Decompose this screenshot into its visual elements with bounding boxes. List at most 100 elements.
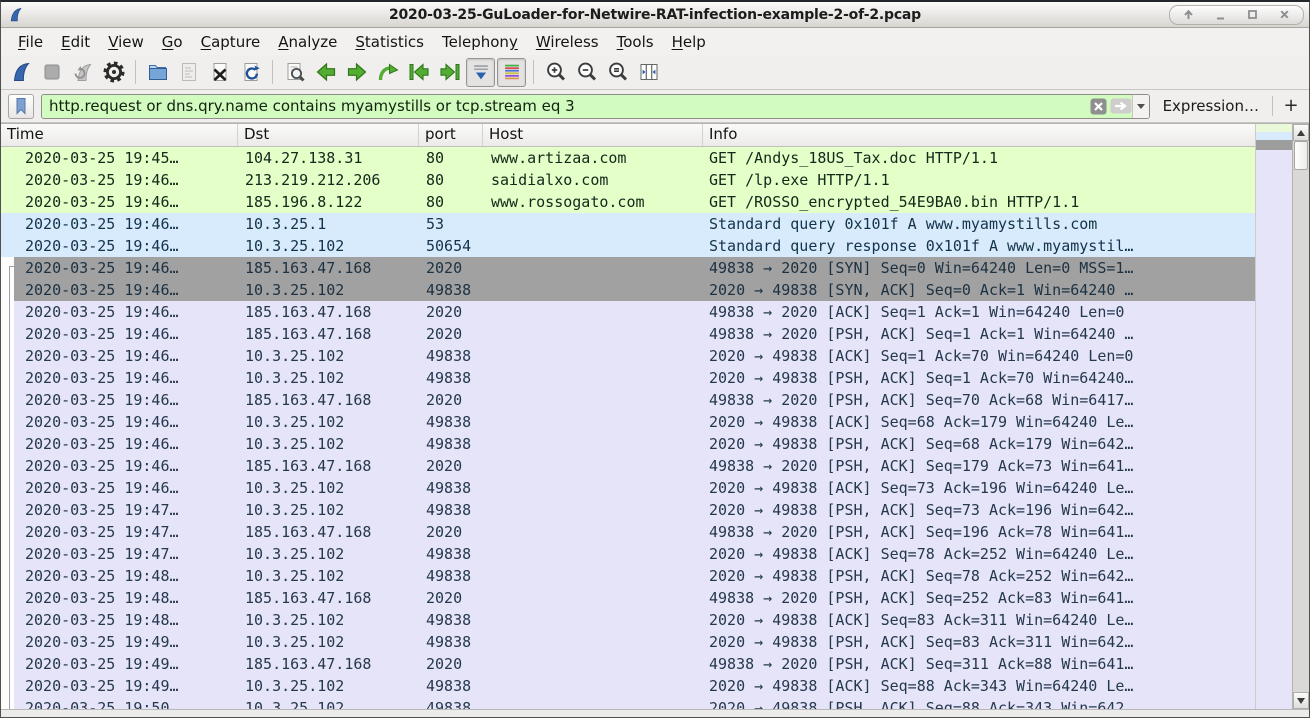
packet-row[interactable]: 2020-03-25 19:48… 185.163.47.168 2020 49838… bbox=[1, 587, 1255, 609]
menu-capture[interactable]: Capture bbox=[200, 32, 261, 51]
go-forward-button[interactable] bbox=[342, 58, 371, 87]
close-file-button[interactable] bbox=[205, 58, 234, 87]
packet-row[interactable]: 2020-03-25 19:49… 10.3.25.102 49838 2020 → … bbox=[1, 675, 1255, 697]
packet-row[interactable]: 2020-03-25 19:46… 213.219.212.206 80 saidia… bbox=[1, 169, 1255, 191]
cell-dst: 10.3.25.102 bbox=[245, 237, 345, 255]
capture-options-gear-icon[interactable] bbox=[99, 58, 128, 87]
expression-button[interactable]: Expression… bbox=[1162, 97, 1259, 115]
packet-row[interactable]: 2020-03-25 19:49… 10.3.25.102 49838 2020 → … bbox=[1, 631, 1255, 653]
find-packet-button[interactable] bbox=[280, 58, 309, 87]
filter-bookmark-button[interactable] bbox=[8, 93, 34, 119]
cell-dst: 185.163.47.168 bbox=[245, 325, 372, 343]
menu-file[interactable]: File bbox=[18, 32, 44, 51]
column-header-port[interactable]: port bbox=[419, 124, 483, 146]
cell-time: 2020-03-25 19:46… bbox=[25, 479, 179, 497]
menu-telephony[interactable]: Telephony bbox=[441, 32, 518, 51]
packet-row[interactable]: 2020-03-25 19:49… 185.163.47.168 2020 49838… bbox=[1, 653, 1255, 675]
scroll-up-button[interactable] bbox=[1293, 124, 1309, 141]
cell-dst: 213.219.212.206 bbox=[245, 171, 381, 189]
go-back-button[interactable] bbox=[311, 58, 340, 87]
zoom-in-button[interactable] bbox=[541, 58, 570, 87]
packet-row[interactable]: 2020-03-25 19:47… 10.3.25.102 49838 2020 → … bbox=[1, 543, 1255, 565]
column-header-time[interactable]: Time bbox=[1, 124, 238, 146]
title-bar[interactable]: 2020-03-25-GuLoader-for-Netwire-RAT-infe… bbox=[1, 2, 1309, 28]
shade-icon[interactable] bbox=[1182, 8, 1195, 21]
scroll-down-button[interactable] bbox=[1293, 692, 1309, 709]
cell-dst: 185.163.47.168 bbox=[245, 523, 372, 541]
packet-row[interactable]: 2020-03-25 19:50… 10.3.25.102 49838 2020 → … bbox=[1, 697, 1255, 709]
packet-row[interactable]: 2020-03-25 19:46… 10.3.25.102 49838 2020 → … bbox=[1, 345, 1255, 367]
packet-table: Time Dst port Host Info 2020-03-25 19:45… 104… bbox=[1, 124, 1255, 709]
packet-row[interactable]: 2020-03-25 19:48… 10.3.25.102 49838 2020 → … bbox=[1, 609, 1255, 631]
filter-apply-button[interactable] bbox=[1110, 95, 1132, 118]
go-to-packet-button[interactable] bbox=[373, 58, 402, 87]
packet-row[interactable]: 2020-03-25 19:46… 10.3.25.102 49838 2020 → … bbox=[1, 279, 1255, 301]
minimize-icon[interactable] bbox=[1214, 8, 1227, 21]
zoom-reset-button[interactable] bbox=[603, 58, 632, 87]
column-header-info[interactable]: Info bbox=[709, 125, 738, 143]
go-last-packet-button[interactable] bbox=[435, 58, 464, 87]
packet-row[interactable]: 2020-03-25 19:48… 10.3.25.102 49838 2020 → … bbox=[1, 565, 1255, 587]
cell-dst: 10.3.25.102 bbox=[245, 501, 345, 519]
intelligent-scrollbar-minimap[interactable] bbox=[1255, 124, 1292, 709]
packet-row[interactable]: 2020-03-25 19:46… 185.163.47.168 2020 49838… bbox=[1, 389, 1255, 411]
packet-row[interactable]: 2020-03-25 19:46… 10.3.25.1 53 Standard que… bbox=[1, 213, 1255, 235]
auto-scroll-toggle[interactable] bbox=[466, 57, 495, 87]
menu-statistics[interactable]: Statistics bbox=[355, 32, 424, 51]
menu-help[interactable]: Help bbox=[671, 32, 706, 51]
column-header-dst[interactable]: Dst bbox=[238, 124, 419, 146]
add-filter-button[interactable]: + bbox=[1283, 94, 1299, 116]
cell-dst: 10.3.25.102 bbox=[245, 677, 345, 695]
packet-row[interactable]: 2020-03-25 19:46… 185.163.47.168 2020 49838… bbox=[1, 455, 1255, 477]
maximize-icon[interactable] bbox=[1246, 8, 1259, 21]
cell-time: 2020-03-25 19:49… bbox=[25, 655, 179, 673]
packet-row[interactable]: 2020-03-25 19:46… 185.163.47.168 2020 49838… bbox=[1, 301, 1255, 323]
packet-row[interactable]: 2020-03-25 19:47… 10.3.25.102 49838 2020 → … bbox=[1, 499, 1255, 521]
close-icon[interactable] bbox=[1278, 8, 1291, 21]
toolbar-separator bbox=[135, 60, 136, 84]
packet-row[interactable]: 2020-03-25 19:46… 10.3.25.102 49838 2020 → … bbox=[1, 411, 1255, 433]
menu-tools[interactable]: Tools bbox=[616, 32, 654, 51]
cell-port: 2020 bbox=[426, 589, 463, 607]
display-filter-input[interactable] bbox=[42, 94, 1088, 118]
scrollbar-groove[interactable] bbox=[1293, 170, 1309, 692]
cell-info: 49838 → 2020 [SYN] Seq=0 Win=64240 Len=0… bbox=[709, 259, 1134, 277]
resize-columns-button[interactable] bbox=[634, 58, 663, 87]
cell-dst: 185.196.8.122 bbox=[245, 193, 363, 211]
stop-capture-button[interactable] bbox=[37, 58, 66, 87]
cell-info: 2020 → 49838 [SYN, ACK] Seq=0 Ack=1 Win=… bbox=[709, 281, 1134, 299]
menu-go[interactable]: Go bbox=[161, 32, 183, 51]
menu-edit[interactable]: Edit bbox=[61, 32, 91, 51]
save-file-button[interactable] bbox=[174, 58, 203, 87]
packet-row[interactable]: 2020-03-25 19:45… 104.27.138.31 80 www.arti… bbox=[1, 147, 1255, 169]
packet-row[interactable]: 2020-03-25 19:46… 10.3.25.102 50654 Standar… bbox=[1, 235, 1255, 257]
menu-analyze[interactable]: Analyze bbox=[278, 32, 338, 51]
packet-row[interactable]: 2020-03-25 19:46… 185.163.47.168 2020 49838… bbox=[1, 257, 1255, 279]
cell-dst: 10.3.25.102 bbox=[245, 479, 345, 497]
cell-time: 2020-03-25 19:46… bbox=[25, 369, 179, 387]
cell-time: 2020-03-25 19:46… bbox=[25, 259, 179, 277]
display-filter-field bbox=[41, 93, 1150, 119]
packet-row[interactable]: 2020-03-25 19:46… 10.3.25.102 49838 2020 → … bbox=[1, 433, 1255, 455]
scrollbar-thumb[interactable] bbox=[1294, 141, 1308, 170]
colorize-toggle[interactable] bbox=[497, 57, 526, 87]
column-header-host[interactable]: Host bbox=[483, 124, 703, 146]
reload-file-button[interactable] bbox=[236, 58, 265, 87]
filter-clear-button[interactable] bbox=[1088, 95, 1110, 118]
go-first-packet-button[interactable] bbox=[404, 58, 433, 87]
packet-row[interactable]: 2020-03-25 19:46… 10.3.25.102 49838 2020 → … bbox=[1, 477, 1255, 499]
open-file-button[interactable] bbox=[143, 58, 172, 87]
zoom-out-button[interactable] bbox=[572, 58, 601, 87]
menu-wireless[interactable]: Wireless bbox=[535, 32, 599, 51]
packet-row[interactable]: 2020-03-25 19:47… 185.163.47.168 2020 49838… bbox=[1, 521, 1255, 543]
cell-dst: 10.3.25.102 bbox=[245, 545, 345, 563]
main-toolbar bbox=[1, 55, 1309, 90]
packet-row[interactable]: 2020-03-25 19:46… 10.3.25.102 49838 2020 → … bbox=[1, 367, 1255, 389]
menu-view[interactable]: View bbox=[108, 32, 144, 51]
packet-rows: 2020-03-25 19:45… 104.27.138.31 80 www.arti… bbox=[1, 147, 1255, 709]
packet-row[interactable]: 2020-03-25 19:46… 185.163.47.168 2020 49838… bbox=[1, 323, 1255, 345]
filter-history-dropdown[interactable] bbox=[1131, 94, 1149, 118]
restart-capture-button[interactable] bbox=[68, 58, 97, 87]
start-capture-button[interactable] bbox=[6, 58, 35, 87]
packet-row[interactable]: 2020-03-25 19:46… 185.196.8.122 80 www.ross… bbox=[1, 191, 1255, 213]
